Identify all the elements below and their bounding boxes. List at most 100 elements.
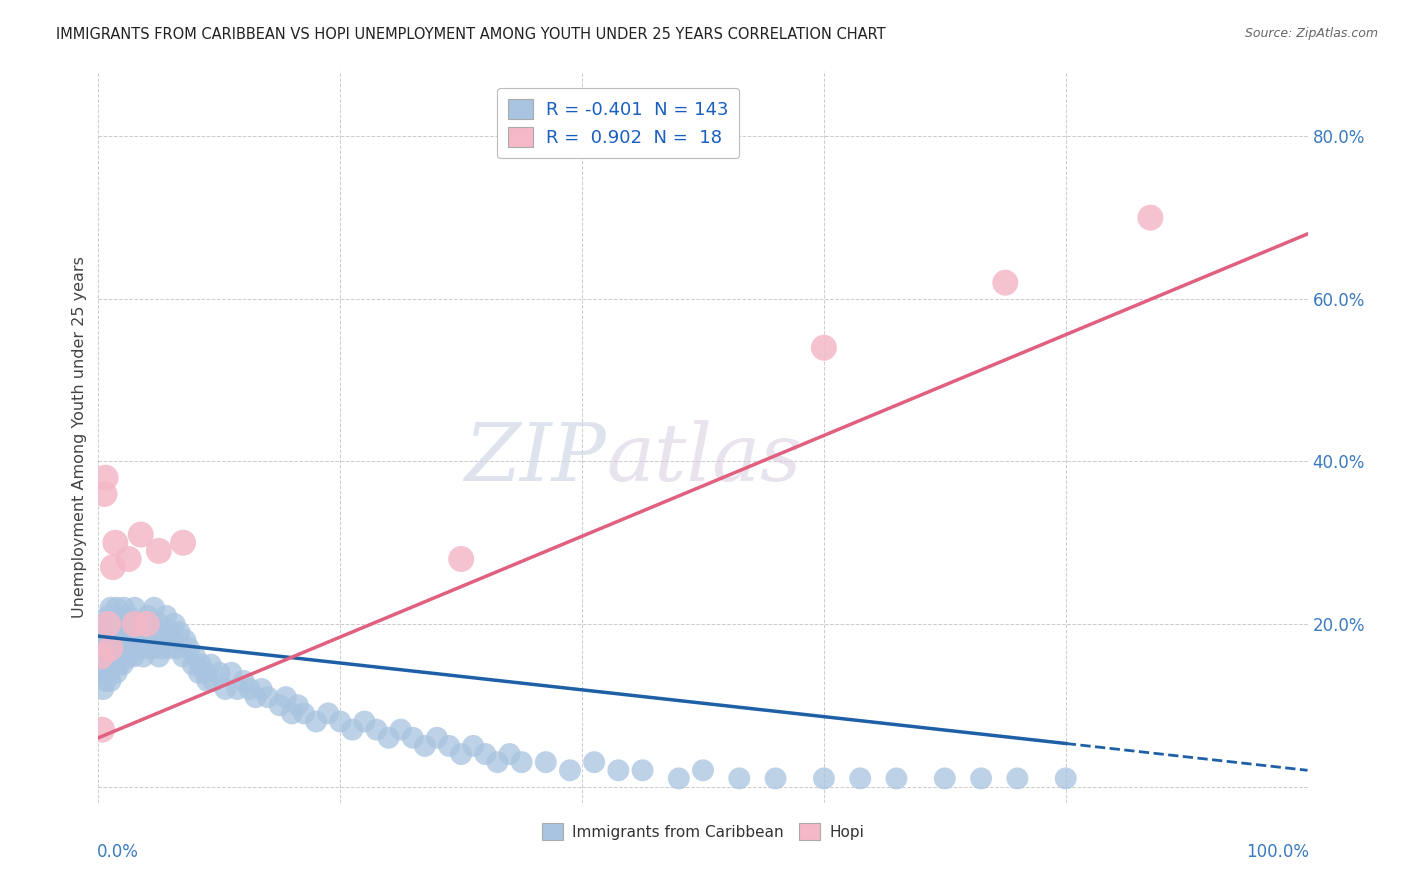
Point [187, 665, 209, 680]
Point [934, 772, 956, 786]
Point [765, 772, 787, 786]
Point [118, 633, 141, 648]
Point [534, 755, 557, 769]
Point [112, 641, 135, 656]
Point [117, 641, 139, 656]
Y-axis label: Unemployment Among Youth under 25 years: Unemployment Among Youth under 25 years [72, 256, 87, 618]
Legend: Immigrants from Caribbean, Hopi: Immigrants from Caribbean, Hopi [536, 816, 870, 847]
Point [97, 657, 120, 672]
Point [100, 633, 122, 648]
Point [93, 657, 115, 672]
Point [145, 633, 167, 648]
Point [510, 755, 533, 769]
Point [120, 641, 142, 656]
Point [100, 673, 122, 688]
Point [692, 764, 714, 778]
Point [107, 617, 129, 632]
Point [125, 633, 148, 648]
Point [486, 755, 509, 769]
Point [114, 617, 136, 632]
Point [202, 673, 225, 688]
Point [305, 714, 328, 729]
Point [389, 723, 412, 737]
Point [142, 641, 165, 656]
Point [329, 714, 352, 729]
Point [245, 690, 267, 705]
Point [91, 649, 114, 664]
Point [274, 690, 297, 705]
Point [108, 608, 131, 623]
Point [104, 649, 127, 664]
Point [162, 633, 184, 648]
Point [98, 641, 121, 656]
Point [90, 649, 112, 664]
Point [200, 657, 222, 672]
Point [1007, 772, 1029, 786]
Point [104, 535, 127, 549]
Point [1054, 772, 1077, 786]
Point [152, 625, 174, 640]
Point [96, 665, 118, 680]
Point [103, 657, 125, 672]
Point [124, 600, 146, 615]
Point [101, 649, 124, 664]
Point [118, 552, 141, 566]
Point [98, 665, 121, 680]
Point [96, 617, 118, 632]
Point [97, 608, 120, 623]
Point [148, 649, 170, 664]
Point [269, 698, 291, 713]
Point [94, 649, 117, 664]
Point [100, 657, 122, 672]
Point [450, 552, 472, 566]
Point [112, 600, 135, 615]
Point [181, 657, 204, 672]
Point [413, 739, 436, 753]
Point [136, 608, 159, 623]
Text: ZIP: ZIP [464, 420, 606, 498]
Point [287, 698, 309, 713]
Point [94, 471, 117, 485]
Point [127, 617, 149, 632]
Point [474, 747, 496, 761]
Point [172, 535, 194, 549]
Point [104, 608, 127, 623]
Point [184, 649, 207, 664]
Point [437, 739, 460, 753]
Point [100, 600, 122, 615]
Point [135, 617, 157, 632]
Point [105, 633, 128, 648]
Point [194, 665, 217, 680]
Point [94, 633, 117, 648]
Point [124, 641, 146, 656]
Point [668, 772, 690, 786]
Point [463, 739, 485, 753]
Point [155, 608, 177, 623]
Point [132, 649, 155, 664]
Point [98, 625, 121, 640]
Point [232, 673, 254, 688]
Point [108, 625, 131, 640]
Point [108, 641, 131, 656]
Point [190, 657, 212, 672]
Point [402, 731, 425, 745]
Point [849, 772, 872, 786]
Point [101, 617, 124, 632]
Point [91, 723, 114, 737]
Point [139, 617, 162, 632]
Point [498, 747, 520, 761]
Point [558, 764, 581, 778]
Point [93, 625, 115, 640]
Point [157, 641, 180, 656]
Point [93, 487, 115, 501]
Point [221, 665, 243, 680]
Text: Source: ZipAtlas.com: Source: ZipAtlas.com [1244, 27, 1378, 40]
Point [135, 641, 157, 656]
Point [250, 681, 273, 696]
Point [342, 723, 364, 737]
Point [118, 649, 141, 664]
Point [111, 617, 134, 632]
Text: 100.0%: 100.0% [1246, 843, 1309, 861]
Point [96, 641, 118, 656]
Point [128, 625, 150, 640]
